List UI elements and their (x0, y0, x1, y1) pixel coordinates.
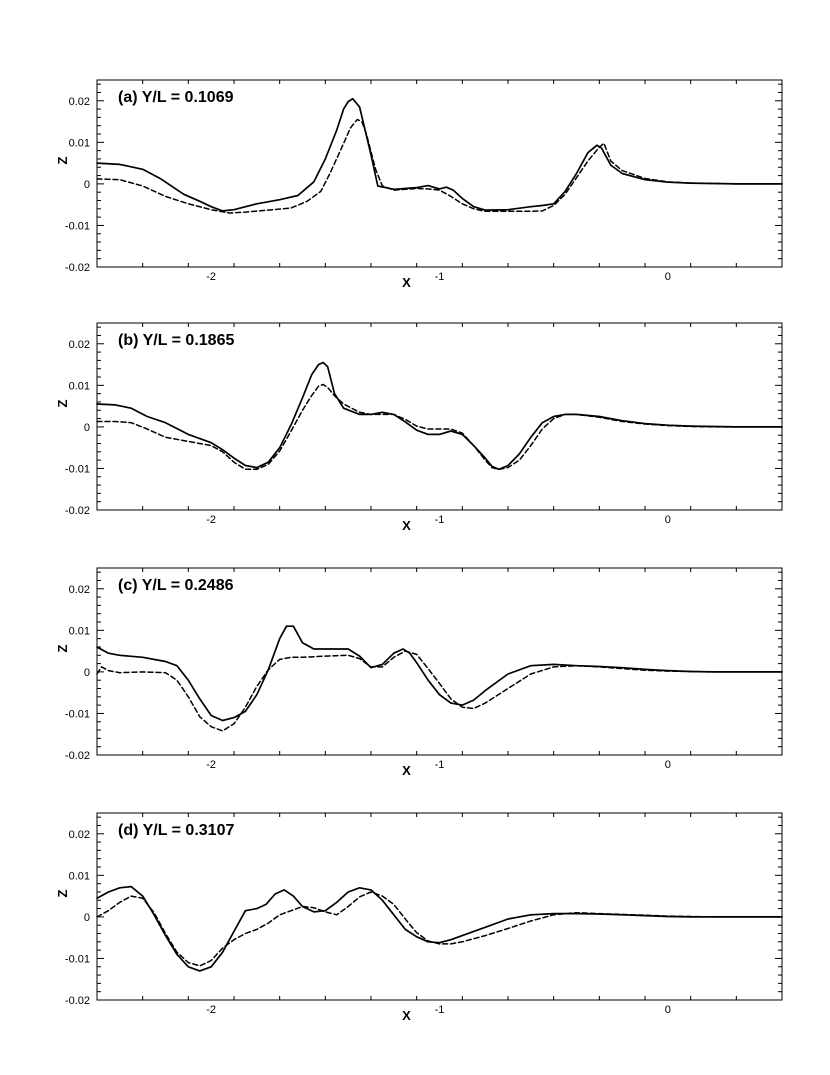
x-axis-label-c: X (402, 763, 411, 778)
x-tick-label-c: -2 (206, 759, 216, 771)
x-axis-label-d: X (402, 1008, 411, 1023)
x-tick-label-c: -1 (435, 759, 445, 771)
solid-series-line-d (96, 885, 783, 972)
x-tick-label-b: -2 (206, 514, 216, 526)
dashed-series-line-d (96, 891, 783, 967)
panel-b: -0.02 -0.01 0 0.01 0.02 -2 -1 0 X Z (b) Y/L = 0.18… (55, 322, 783, 533)
x-tick-label-d: 0 (665, 1004, 671, 1016)
plot-frame-d (96, 812, 783, 1001)
y-tick-label-b: 0 (84, 422, 90, 434)
panel-a: -0.02 -0.01 0 0.01 0.02 -2 -1 0 X Z (a) Y/L = 0.10… (55, 79, 783, 290)
panel-title-c: (c) Y/L = 0.2486 (118, 577, 234, 594)
panel-title-a: (a) Y/L = 0.1069 (118, 89, 234, 106)
x-tick-label-c: 0 (665, 759, 671, 771)
dashed-series-line-b (96, 383, 783, 471)
x-axis-label-b: X (402, 518, 411, 533)
dashed-series-line-a (96, 118, 783, 214)
x-tick-label-b: 0 (665, 514, 671, 526)
y-tick-label-d: 0.02 (69, 829, 90, 841)
y-axis-label-c: Z (55, 644, 70, 652)
solid-series-line-c (96, 625, 783, 722)
panel-title-d: (d) Y/L = 0.3107 (118, 822, 234, 839)
panel-title-b: (b) Y/L = 0.1865 (118, 332, 234, 349)
y-tick-label-a: -0.01 (65, 220, 90, 232)
y-tick-label-c: -0.01 (65, 708, 90, 720)
y-tick-label-d: 0.01 (69, 870, 90, 882)
x-tick-label-d: -1 (435, 1004, 445, 1016)
y-tick-label-b: 0.02 (69, 339, 90, 351)
y-tick-label-a: 0.01 (69, 137, 90, 149)
plot-frame-a (96, 79, 783, 268)
y-tick-label-d: 0 (84, 912, 90, 924)
plot-frame-b (96, 322, 783, 511)
y-axis-label-a: Z (55, 156, 70, 164)
y-tick-label-a: 0.02 (69, 96, 90, 108)
x-tick-label-b: -1 (435, 514, 445, 526)
y-tick-label-c: 0.01 (69, 625, 90, 637)
y-tick-label-a: -0.02 (65, 262, 90, 274)
plot-frame-c (96, 567, 783, 756)
panel-c: -0.02 -0.01 0 0.01 0.02 -2 -1 0 X Z (c) Y/L = 0.24… (55, 567, 783, 778)
y-tick-label-b: -0.01 (65, 463, 90, 475)
solid-series-line-b (96, 361, 783, 471)
y-tick-label-b: 0.01 (69, 380, 90, 392)
y-axis-label-d: Z (55, 889, 70, 897)
y-axis-label-b: Z (55, 399, 70, 407)
y-tick-label-c: 0 (84, 667, 90, 679)
y-tick-label-b: -0.02 (65, 505, 90, 517)
y-tick-label-a: 0 (84, 179, 90, 191)
x-tick-label-a: 0 (665, 271, 671, 283)
y-tick-label-c: -0.02 (65, 750, 90, 762)
y-tick-label-c: 0.02 (69, 584, 90, 596)
y-tick-label-d: -0.01 (65, 953, 90, 965)
x-axis-label-a: X (402, 275, 411, 290)
solid-series-line-a (96, 97, 783, 212)
panel-d: -0.02 -0.01 0 0.01 0.02 -2 -1 0 X Z (d) Y/L = 0.31… (55, 812, 783, 1023)
y-tick-label-d: -0.02 (65, 995, 90, 1007)
x-tick-label-d: -2 (206, 1004, 216, 1016)
dashed-series-line-c (96, 650, 783, 732)
x-tick-label-a: -1 (435, 271, 445, 283)
x-tick-label-a: -2 (206, 271, 216, 283)
